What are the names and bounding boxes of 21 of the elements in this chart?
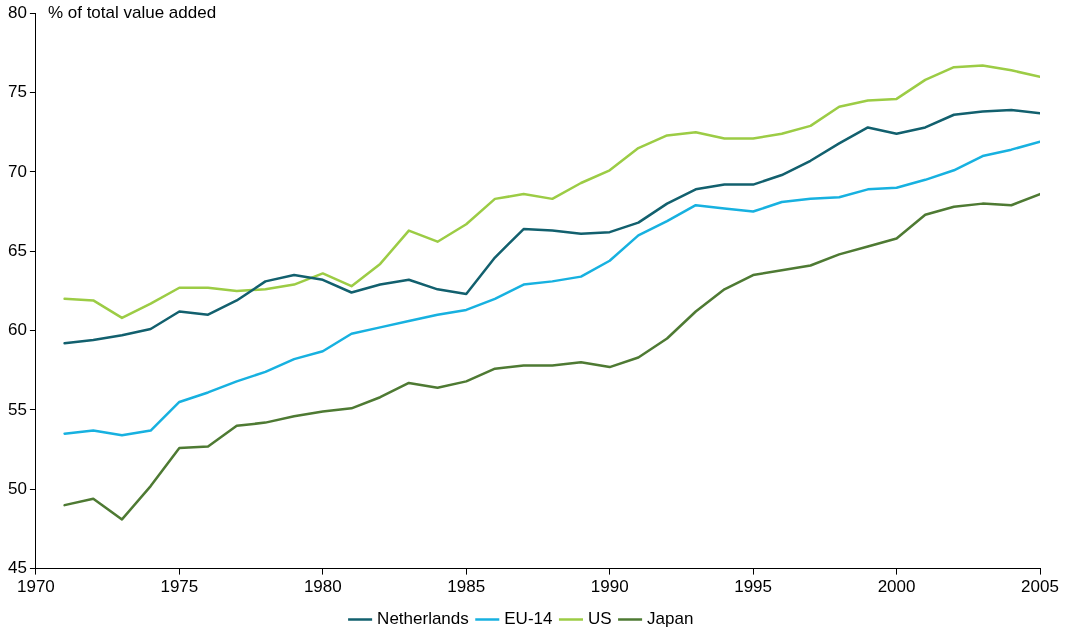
x-tick-label: 2000 xyxy=(877,577,916,597)
y-tick-label: 70 xyxy=(7,161,27,181)
x-tick-label: 1975 xyxy=(160,577,199,597)
legend-label: EU-14 xyxy=(504,609,553,629)
legend-label: Japan xyxy=(647,609,694,629)
y-tick-label: 45 xyxy=(7,558,27,578)
legend-label: Netherlands xyxy=(377,609,469,629)
y-tick-label: 55 xyxy=(7,399,27,419)
y-tick-label: 80 xyxy=(7,2,27,22)
x-tick-label: 1985 xyxy=(447,577,486,597)
y-tick-label: 75 xyxy=(7,82,27,102)
x-tick-label: 1990 xyxy=(590,577,629,597)
legend-label: US xyxy=(587,609,612,629)
y-tick-label: 50 xyxy=(7,478,27,498)
y-tick-label: 60 xyxy=(7,320,27,340)
x-tick-label: 2005 xyxy=(1021,577,1059,597)
y-tick-label: 65 xyxy=(7,240,27,260)
x-tick-label: 1970 xyxy=(17,577,55,597)
x-tick-label: 1980 xyxy=(303,577,342,597)
y-axis-title: % of total value added xyxy=(47,2,217,22)
x-tick-label: 1995 xyxy=(734,577,773,597)
